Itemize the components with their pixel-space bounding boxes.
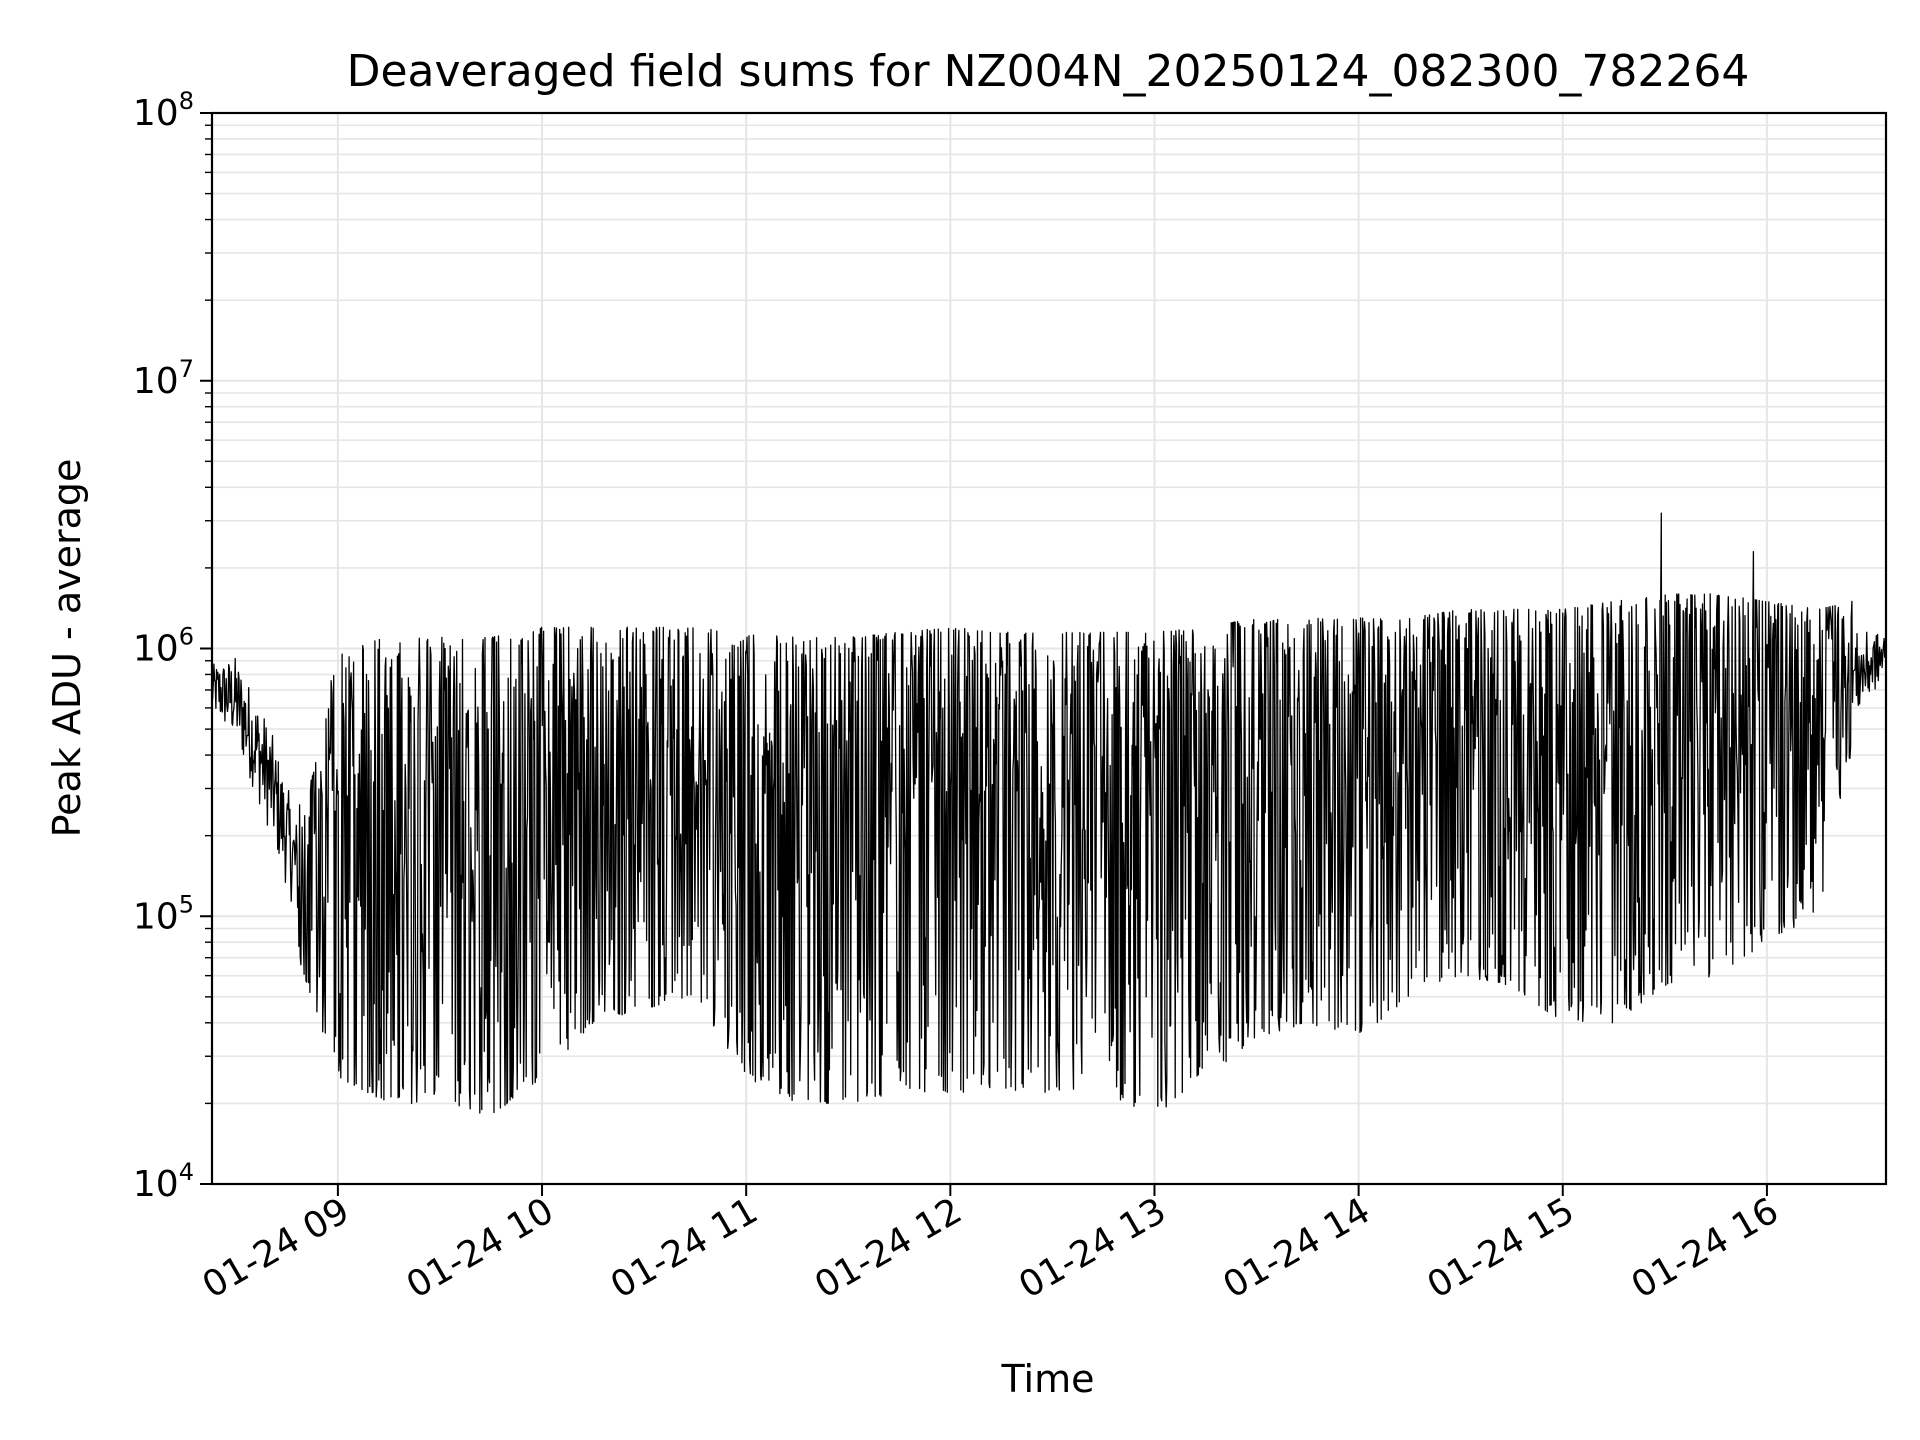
y-tick-label: 107	[133, 355, 194, 402]
chart-title: Deaveraged field sums for NZ004N_2025012…	[347, 46, 1750, 97]
y-axis-label: Peak ADU - average	[45, 459, 89, 838]
y-axis: 104 105 106 107 108	[133, 87, 212, 1205]
y-tick-label: 104	[133, 1158, 194, 1205]
series-line	[211, 512, 1887, 1114]
y-tick-label: 105	[133, 890, 194, 937]
data-series	[211, 512, 1887, 1114]
x-axis-label: Time	[1001, 1357, 1095, 1401]
y-tick-label: 108	[133, 87, 194, 134]
y-tick-label: 106	[133, 623, 194, 670]
